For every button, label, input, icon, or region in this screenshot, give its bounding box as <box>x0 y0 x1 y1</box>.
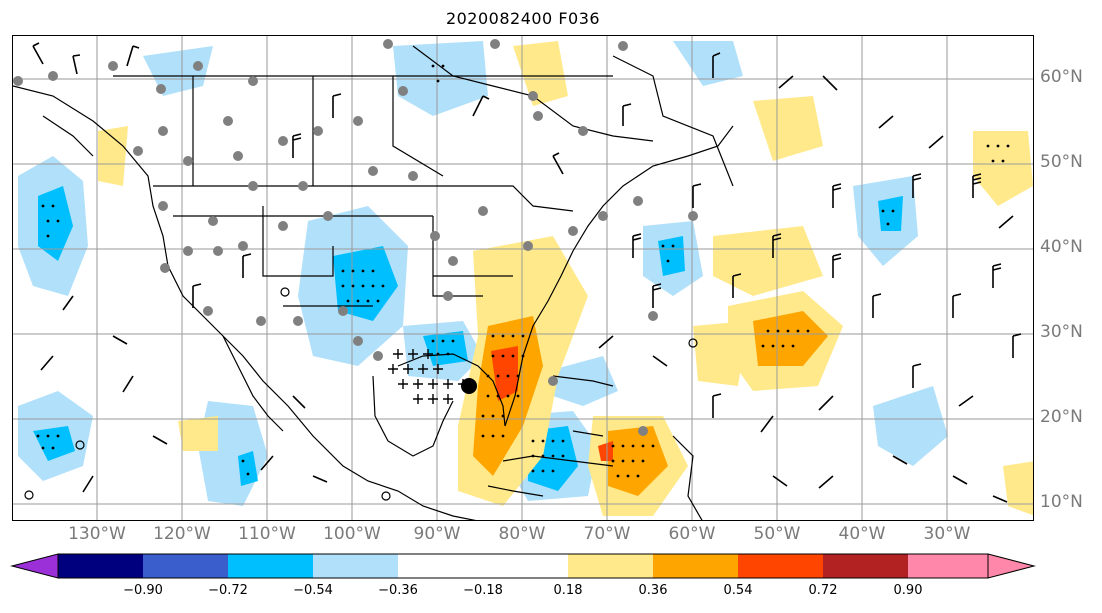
shading-layer <box>18 41 1033 516</box>
colorbar-bin <box>398 554 568 578</box>
lon-label-70w: 70°W <box>583 524 631 544</box>
light-yellow-region <box>98 126 128 186</box>
graticule <box>13 36 1033 520</box>
lon-label-50w: 50°W <box>753 524 801 544</box>
light-blue-region <box>198 401 268 506</box>
lon-label-130w: 130°W <box>68 524 126 544</box>
light-blue-region <box>873 386 948 466</box>
colorbar-bin <box>568 554 653 578</box>
light-yellow-region <box>1003 461 1033 516</box>
colorbar-tick-label: −0.18 <box>463 583 503 598</box>
colorbar-bin <box>738 554 823 578</box>
cyan-region <box>658 236 685 276</box>
lon-label-30w: 30°W <box>923 524 971 544</box>
colorbar-bin <box>908 554 988 578</box>
lat-label-30n: 30°N <box>1040 322 1083 342</box>
orange-region <box>753 311 828 366</box>
colorbar-tick-label: 0.72 <box>808 583 838 598</box>
lon-label-40w: 40°W <box>838 524 886 544</box>
lat-label-60n: 60°N <box>1040 67 1083 87</box>
wind-barbs <box>32 42 1022 503</box>
lat-label-40n: 40°N <box>1040 237 1083 257</box>
light-yellow-region <box>753 96 823 161</box>
storm-center-dot <box>461 378 477 394</box>
colorbar <box>10 553 1036 579</box>
colorbar-tick-label: 0.36 <box>638 583 668 598</box>
lat-label-10n: 10°N <box>1040 492 1083 512</box>
light-yellow-region <box>513 41 568 106</box>
light-yellow-region <box>713 226 823 296</box>
light-blue-region <box>673 41 743 86</box>
plus-markers <box>388 349 468 404</box>
colorbar-tick-label: −0.72 <box>208 583 248 598</box>
light-yellow-region <box>693 321 748 386</box>
lon-label-60w: 60°W <box>668 524 716 544</box>
lon-label-110w: 110°W <box>238 524 296 544</box>
colorbar-bin <box>823 554 908 578</box>
lon-label-120w: 120°W <box>153 524 211 544</box>
map-panel <box>12 35 1034 521</box>
colorbar-extend-high <box>987 553 1036 579</box>
red-region <box>491 346 518 401</box>
light-blue-region <box>548 356 618 406</box>
map-title: 2020082400 F036 <box>445 9 601 28</box>
colorbar-tick-label: −0.36 <box>378 583 418 598</box>
cyan-region <box>333 246 398 321</box>
lat-label-20n: 20°N <box>1040 407 1083 427</box>
lon-label-100w: 100°W <box>323 524 381 544</box>
lat-label-50n: 50°N <box>1040 152 1083 172</box>
red-region <box>598 441 613 461</box>
colorbar-tick-label: 0.90 <box>893 583 923 598</box>
colorbar-bin <box>313 554 398 578</box>
colorbar-outline <box>57 553 989 579</box>
cyan-region <box>33 426 75 461</box>
light-yellow-region <box>178 416 218 451</box>
stippling <box>36 64 1010 478</box>
colorbar-tick-label: 0.54 <box>723 583 753 598</box>
colorbar-bin <box>143 554 228 578</box>
light-yellow-region <box>973 131 1033 206</box>
open-circles <box>24 287 698 501</box>
cyan-region <box>38 186 73 261</box>
light-blue-region <box>143 46 213 96</box>
orange-region <box>608 426 668 496</box>
colorbar-bin <box>653 554 738 578</box>
map-canvas <box>13 36 1033 520</box>
lon-label-90w: 90°W <box>413 524 461 544</box>
colorbar-tick-label: −0.54 <box>293 583 333 598</box>
lon-label-80w: 80°W <box>498 524 546 544</box>
colorbar-bin <box>228 554 313 578</box>
cyan-region <box>423 331 468 366</box>
colorbar-extend-low <box>10 553 59 579</box>
cyan-region <box>878 196 903 231</box>
colorbar-bin <box>58 554 143 578</box>
colorbar-tick-label: 0.18 <box>553 583 583 598</box>
colorbar-tick-label: −0.90 <box>123 583 163 598</box>
grey-dots <box>13 39 698 436</box>
coastlines <box>13 45 734 520</box>
